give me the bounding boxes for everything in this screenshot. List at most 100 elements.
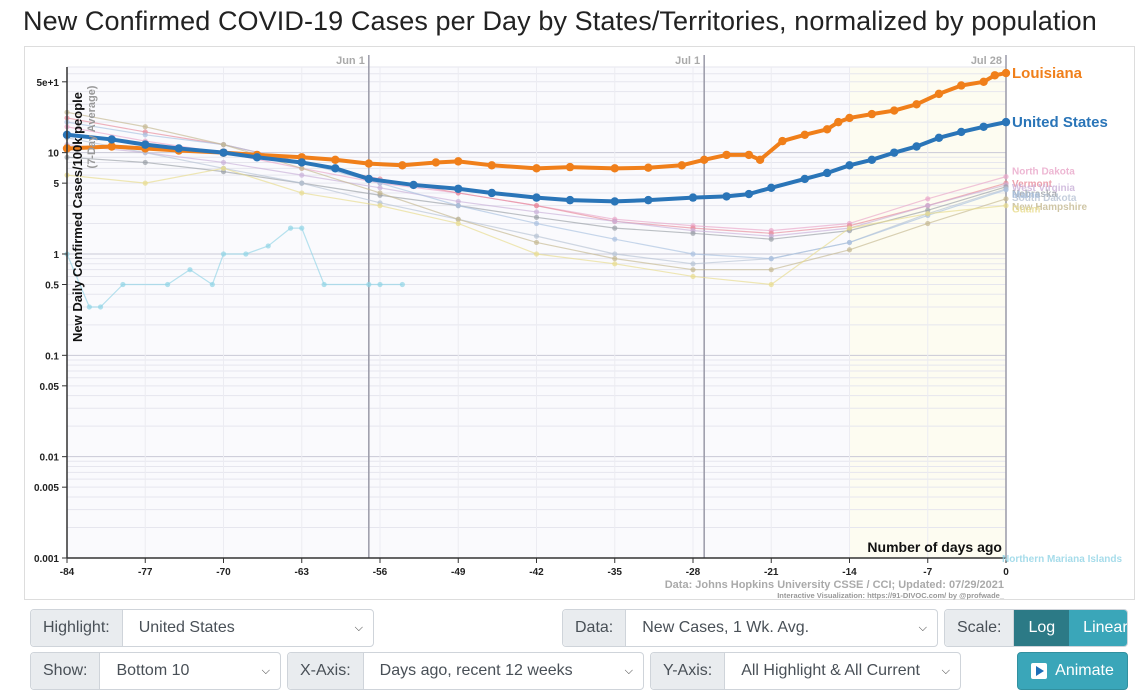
scale-toggle: Scale: Log Linear: [944, 609, 1128, 647]
series-label-nebraska: Nebraska: [1012, 189, 1057, 200]
data-point: [610, 197, 619, 206]
series-label-guam: Guam: [1012, 205, 1040, 216]
x-axis-select[interactable]: X-Axis: Days ago, recent 12 weeks ⌵: [287, 652, 644, 690]
data-point: [610, 164, 619, 173]
data-point: [431, 158, 441, 167]
data-point: [767, 183, 776, 192]
data-point: [1003, 196, 1009, 202]
data-point: [690, 251, 696, 257]
chevron-down-icon: ⌵: [918, 621, 927, 634]
data-point: [487, 161, 496, 170]
highlight-value: United States: [138, 619, 235, 636]
data-point: [925, 220, 931, 227]
data-point: [399, 281, 405, 288]
series-northern-mariana-islands: [64, 225, 405, 310]
y-tick-label: 5: [53, 179, 59, 190]
highlight-select[interactable]: Highlight: United States ⌵: [30, 609, 374, 647]
data-point: [141, 140, 150, 149]
series-new-hampshire: [64, 109, 1009, 273]
scale-log-button[interactable]: Log: [1014, 610, 1070, 646]
x-axis-label: X-Axis:: [288, 653, 364, 689]
y-tick-label: 0.005: [34, 483, 59, 494]
show-value: Bottom 10: [116, 662, 190, 679]
data-point: [377, 281, 383, 288]
series-united-states: [62, 117, 1011, 206]
data-point: [957, 81, 966, 90]
data-point: [364, 174, 374, 184]
date-marker-label: Jun 1: [336, 55, 365, 67]
data-point: [722, 150, 731, 160]
data-point: [220, 142, 227, 148]
data-point: [398, 161, 407, 170]
data-point: [533, 239, 540, 246]
animate-button[interactable]: Animate: [1017, 652, 1128, 690]
show-select[interactable]: Show: Bottom 10 ⌵: [30, 652, 281, 690]
data-point: [612, 218, 618, 224]
series-guam: [64, 165, 1009, 288]
data-point: [331, 164, 340, 173]
data-point: [532, 193, 541, 202]
data-point: [1003, 203, 1009, 209]
data-point: [265, 243, 271, 249]
play-icon: [1031, 663, 1048, 679]
y-tick-label: 0.05: [40, 382, 60, 393]
data-point: [142, 159, 148, 166]
data-point: [925, 203, 931, 209]
data-point: [220, 251, 227, 257]
data-point: [454, 157, 463, 166]
data-point: [690, 273, 696, 280]
data-point: [744, 150, 754, 160]
data-point: [533, 214, 540, 220]
data-point: [867, 109, 877, 119]
data-point: [331, 155, 340, 164]
x-tick-label: -84: [60, 567, 75, 578]
data-point: [867, 155, 877, 164]
x-tick-label: -28: [686, 567, 701, 578]
data-point: [455, 198, 461, 205]
data-label: Data:: [563, 610, 627, 646]
series-line-northern-mariana-islands: [66, 227, 403, 308]
x-tick-label: -70: [216, 567, 231, 578]
scale-linear-button[interactable]: Linear: [1069, 610, 1127, 646]
data-point: [107, 135, 116, 144]
data-point: [366, 281, 372, 288]
data-point: [744, 189, 754, 199]
y-axis-title: New Daily Confirmed Cases/100k people: [70, 92, 85, 342]
data-point: [912, 142, 921, 151]
data-select[interactable]: Data: New Cases, 1 Wk. Avg. ⌵: [562, 609, 938, 647]
data-point: [755, 155, 765, 164]
data-value: New Cases, 1 Wk. Avg.: [642, 619, 810, 636]
data-point: [979, 77, 988, 87]
data-point: [97, 304, 104, 310]
data-point: [612, 261, 618, 267]
chevron-down-icon: ⌵: [354, 621, 363, 634]
data-point: [890, 148, 899, 157]
data-point: [612, 225, 618, 231]
data-point: [252, 153, 262, 162]
page-title: New Confirmed COVID-19 Cases per Day by …: [23, 6, 1097, 36]
x-tick-label: -21: [764, 567, 779, 578]
data-point: [800, 174, 809, 184]
data-point: [690, 230, 696, 236]
data-point: [778, 136, 787, 146]
x-tick-label: -49: [451, 567, 466, 578]
date-marker-label: Jul 28: [971, 55, 1002, 67]
data-point: [299, 190, 305, 196]
data-point: [174, 144, 183, 153]
chart-area: Jun 1 Jul 1 Jul 28 5e+1 10 5 1 0.5 0.1 0.05 0.01 0.…: [24, 46, 1135, 600]
data-point: [533, 251, 540, 257]
data-point: [187, 267, 193, 273]
data-point: [364, 159, 374, 168]
data-point: [220, 165, 227, 171]
data-point: [142, 180, 148, 186]
series-label-maine: Maine: [1012, 190, 1041, 201]
data-point: [612, 236, 618, 242]
data-point: [845, 161, 854, 170]
series-label-north-dakota: North Dakota: [1012, 167, 1075, 178]
data-point: [299, 180, 305, 186]
data-point: [800, 130, 809, 139]
y-axis-select[interactable]: Y-Axis: All Highlight & All Current ⌵: [650, 652, 961, 690]
x-tick-label: -7: [923, 567, 932, 578]
data-point: [532, 164, 541, 173]
data-point: [455, 216, 461, 222]
